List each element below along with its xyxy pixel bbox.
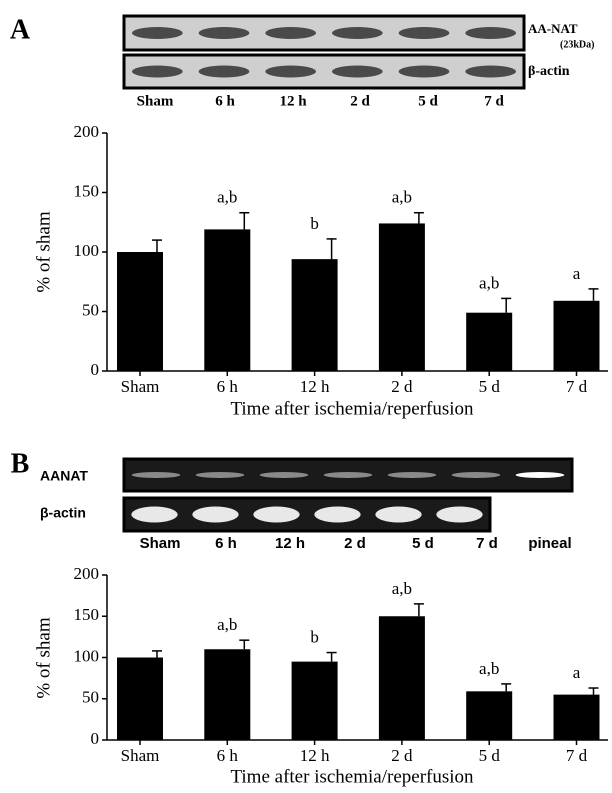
annotation: a,b	[217, 615, 237, 634]
lane-label: 6 h	[215, 535, 237, 552]
annotation: a	[573, 264, 581, 283]
bar	[379, 616, 425, 740]
bar	[466, 313, 512, 371]
blot-band	[260, 472, 309, 478]
blot-band	[465, 27, 516, 39]
bar	[117, 658, 163, 741]
lane-label: Sham	[140, 535, 181, 552]
blot-band	[399, 66, 450, 78]
x-tick-label: 2 d	[391, 746, 413, 765]
blot-label: AANAT	[40, 468, 88, 484]
bar	[117, 252, 163, 371]
blot-band	[132, 27, 183, 39]
x-tick-label: Sham	[121, 377, 160, 396]
blot-label: β-actin	[40, 505, 86, 521]
blot-band	[332, 66, 383, 78]
blot-frame	[124, 16, 524, 50]
blot-label: (23kDa)	[560, 39, 594, 50]
blot-band	[132, 66, 183, 78]
x-tick-label: 7 d	[566, 377, 588, 396]
blot-band	[196, 472, 245, 478]
blot-band	[436, 507, 482, 523]
bar	[204, 229, 250, 371]
blot-band	[253, 507, 299, 523]
lane-label: 2 d	[350, 93, 370, 109]
bar	[554, 301, 600, 371]
blot-band	[192, 507, 238, 523]
y-axis-label: % of sham	[33, 617, 54, 698]
annotation: a	[573, 663, 581, 682]
lane-label: pineal	[528, 535, 571, 552]
blot-label: β-actin	[528, 64, 570, 79]
blot-frame	[124, 498, 490, 531]
y-tick-label: 0	[91, 360, 100, 379]
x-tick-label: 12 h	[300, 377, 330, 396]
x-tick-label: 2 d	[391, 377, 413, 396]
x-tick-label: 7 d	[566, 746, 588, 765]
y-tick-label: 100	[74, 646, 100, 665]
blot-band	[388, 472, 437, 478]
annotation: a,b	[479, 273, 499, 292]
annotation: b	[310, 627, 319, 646]
y-tick-label: 50	[82, 300, 99, 319]
blot-band	[452, 472, 501, 478]
lane-label: 5 d	[418, 93, 438, 109]
blot-band	[516, 472, 565, 478]
panel-label: A	[10, 14, 31, 45]
blot-band	[375, 507, 421, 523]
blot-band	[199, 66, 250, 78]
annotation: a,b	[392, 188, 412, 207]
annotation: a,b	[392, 579, 412, 598]
x-tick-label: 6 h	[217, 377, 239, 396]
x-tick-label: 5 d	[479, 746, 501, 765]
blot-band	[332, 27, 383, 39]
bar	[379, 223, 425, 371]
y-tick-label: 200	[74, 122, 100, 141]
bar	[292, 259, 338, 371]
lane-label: 12 h	[275, 535, 305, 552]
blot-label: AA-NAT	[528, 21, 578, 36]
blot-band	[399, 27, 450, 39]
x-tick-label: 6 h	[217, 746, 239, 765]
x-tick-label: 12 h	[300, 746, 330, 765]
blot-band	[132, 472, 181, 478]
blot-frame	[124, 55, 524, 88]
annotation: a,b	[479, 659, 499, 678]
annotation: a,b	[217, 188, 237, 207]
blot-band	[324, 472, 373, 478]
lane-label: 6 h	[215, 93, 235, 109]
y-tick-label: 150	[74, 181, 100, 200]
bar	[292, 662, 338, 740]
figure: A AA-NAT (23kDa) β-actin Sham 6 h 12 h 2 d 5 d 7 …	[0, 0, 612, 793]
blot-band	[199, 27, 250, 39]
lane-label: 5 d	[412, 535, 434, 552]
panel-label: B	[11, 448, 30, 479]
bar	[466, 691, 512, 740]
lane-label: 12 h	[279, 93, 307, 109]
blot-band	[131, 507, 177, 523]
bar	[554, 695, 600, 740]
lane-label: Sham	[137, 93, 174, 109]
x-axis-label: Time after ischemia/reperfusion	[230, 398, 474, 419]
lane-label: 2 d	[344, 535, 366, 552]
x-axis-label: Time after ischemia/reperfusion	[230, 766, 474, 787]
blot-band	[465, 66, 516, 78]
y-tick-label: 50	[82, 688, 99, 707]
y-axis-label: % of sham	[33, 211, 54, 292]
y-tick-label: 200	[74, 564, 100, 583]
x-tick-label: Sham	[121, 746, 160, 765]
blot-band	[265, 66, 316, 78]
blot-band	[314, 507, 360, 523]
y-tick-label: 150	[74, 605, 100, 624]
lane-label: 7 d	[476, 535, 498, 552]
y-tick-label: 100	[74, 241, 100, 260]
x-tick-label: 5 d	[479, 377, 501, 396]
bar	[204, 649, 250, 740]
blot-band	[265, 27, 316, 39]
y-tick-label: 0	[91, 729, 100, 748]
lane-label: 7 d	[484, 93, 504, 109]
annotation: b	[310, 214, 319, 233]
